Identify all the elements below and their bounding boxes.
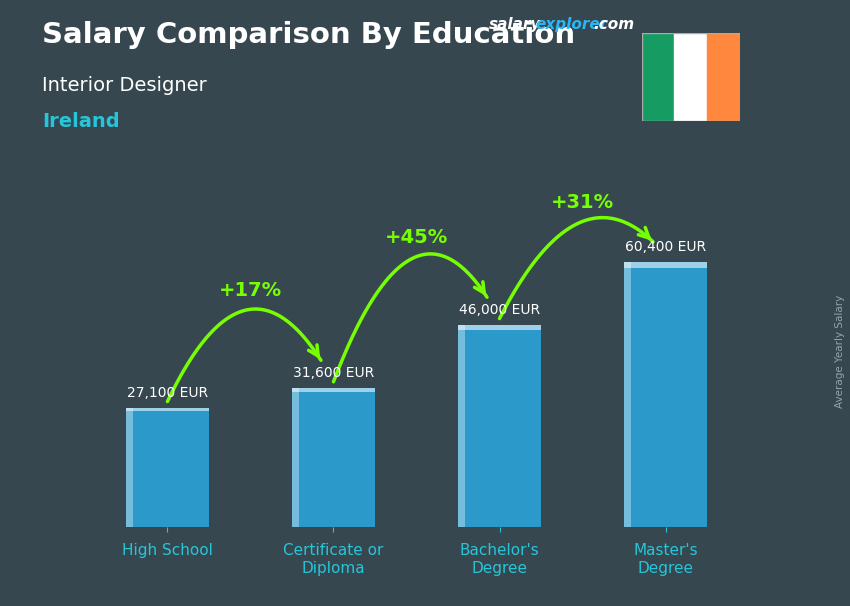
Bar bbox=[458, 325, 465, 527]
Bar bbox=[292, 388, 375, 392]
Text: Interior Designer: Interior Designer bbox=[42, 76, 207, 95]
Text: 46,000 EUR: 46,000 EUR bbox=[459, 303, 540, 317]
FancyBboxPatch shape bbox=[126, 408, 209, 527]
Text: +31%: +31% bbox=[551, 193, 614, 211]
Bar bbox=[642, 33, 674, 121]
Bar bbox=[126, 408, 133, 527]
Text: 27,100 EUR: 27,100 EUR bbox=[127, 386, 208, 400]
Text: Ireland: Ireland bbox=[42, 112, 120, 131]
FancyBboxPatch shape bbox=[458, 325, 541, 527]
Text: 31,600 EUR: 31,600 EUR bbox=[293, 367, 374, 381]
Text: +45%: +45% bbox=[385, 228, 448, 247]
Bar bbox=[458, 325, 541, 330]
Bar bbox=[624, 262, 631, 527]
Text: Average Yearly Salary: Average Yearly Salary bbox=[835, 295, 845, 408]
Text: Salary Comparison By Education: Salary Comparison By Education bbox=[42, 21, 575, 49]
Bar bbox=[707, 33, 740, 121]
Text: explorer: explorer bbox=[536, 17, 608, 32]
Text: +17%: +17% bbox=[219, 281, 282, 299]
Text: 60,400 EUR: 60,400 EUR bbox=[625, 240, 706, 254]
Bar bbox=[292, 388, 298, 527]
FancyBboxPatch shape bbox=[624, 262, 707, 527]
Bar bbox=[674, 33, 707, 121]
Text: salary: salary bbox=[489, 17, 541, 32]
Bar bbox=[624, 262, 707, 268]
FancyBboxPatch shape bbox=[292, 388, 375, 527]
Text: .com: .com bbox=[593, 17, 634, 32]
Bar bbox=[126, 408, 209, 411]
